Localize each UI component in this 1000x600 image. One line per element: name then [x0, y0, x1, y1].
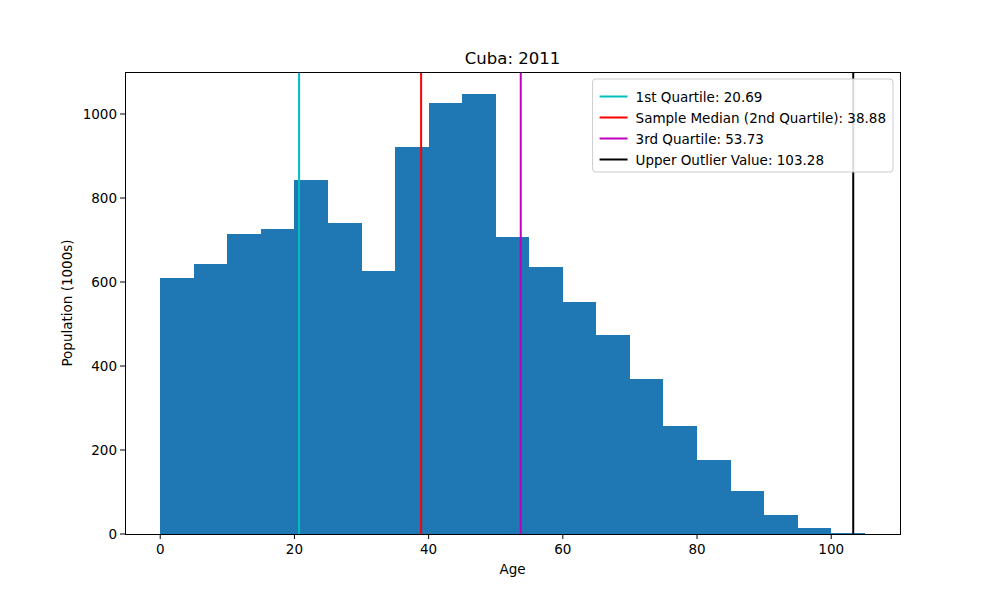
x-tick-label: 80 — [688, 541, 705, 557]
y-tick-label: 0 — [108, 526, 117, 542]
histogram-bar — [630, 379, 664, 534]
histogram-bar — [798, 528, 832, 534]
plot-area — [160, 72, 865, 534]
histogram-bar — [160, 278, 194, 534]
histogram-bar — [529, 267, 563, 534]
x-tick-label: 60 — [554, 541, 571, 557]
x-tick — [428, 534, 429, 539]
y-tick — [120, 282, 125, 283]
legend-label: Sample Median (2nd Quartile): 38.88 — [636, 110, 886, 126]
x-tick — [160, 534, 161, 539]
x-tick-label: 40 — [420, 541, 437, 557]
vertical-line — [420, 72, 422, 534]
x-tick-label: 20 — [286, 541, 303, 557]
y-tick — [120, 534, 125, 535]
vertical-line — [520, 72, 522, 534]
y-tick-label: 1000 — [83, 106, 117, 122]
legend-swatch — [600, 159, 628, 161]
legend-label: 3rd Quartile: 53.73 — [636, 131, 764, 147]
legend-swatch — [600, 138, 628, 140]
legend-swatch — [600, 117, 628, 119]
x-tick — [562, 534, 563, 539]
chart-title: Cuba: 2011 — [465, 49, 560, 68]
x-tick — [697, 534, 698, 539]
legend-label: 1st Quartile: 20.69 — [636, 89, 763, 105]
plot-frame — [125, 72, 900, 534]
chart: 02040608010002004006008001000Cuba: 2011A… — [0, 0, 1000, 600]
y-axis-label: Population (1000s) — [59, 239, 75, 366]
y-tick — [120, 450, 125, 451]
histogram-bar — [764, 515, 798, 534]
background — [0, 0, 1000, 600]
x-tick-label: 100 — [818, 541, 844, 557]
x-tick — [294, 534, 295, 539]
histogram-bar — [663, 426, 697, 534]
histogram-bar — [328, 223, 362, 534]
histogram-bar — [496, 237, 530, 534]
legend-box — [593, 79, 893, 172]
histogram-bar — [462, 94, 496, 534]
histogram-bar — [429, 103, 463, 534]
y-tick-label: 800 — [91, 190, 117, 206]
histogram-bar — [596, 335, 630, 534]
x-tick — [831, 534, 832, 539]
histogram-bar — [395, 147, 429, 534]
y-tick-label: 400 — [91, 358, 117, 374]
y-tick — [120, 198, 125, 199]
histogram-bar — [731, 491, 765, 534]
legend-label: Upper Outlier Value: 103.28 — [636, 152, 824, 168]
histogram-bar — [697, 460, 731, 534]
x-axis-label: Age — [499, 561, 525, 577]
x-tick-label: 0 — [156, 541, 165, 557]
y-tick — [120, 114, 125, 115]
y-tick-label: 200 — [91, 442, 117, 458]
histogram-bar — [194, 264, 228, 534]
legend-swatch — [600, 96, 628, 98]
histogram-bar — [261, 229, 295, 534]
legend: 1st Quartile: 20.69 Sample Median (2nd Qu… — [593, 79, 893, 172]
vertical-line — [298, 72, 300, 534]
histogram-bar — [227, 234, 261, 534]
histogram-bar — [563, 302, 597, 534]
y-tick — [120, 366, 125, 367]
histogram-bar — [362, 271, 396, 534]
y-tick-label: 600 — [91, 274, 117, 290]
